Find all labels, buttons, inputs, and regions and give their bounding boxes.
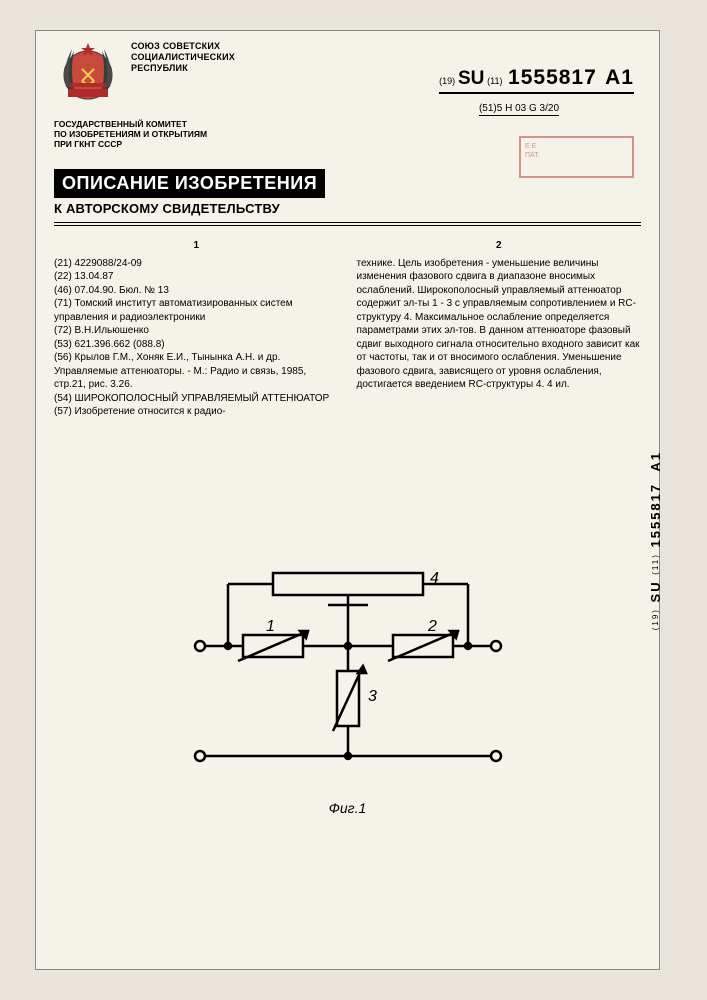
union-name: СОЮЗ СОВЕТСКИХ СОЦИАЛИСТИЧЕСКИХ РЕСПУБЛИ… <box>131 41 291 73</box>
field-22: (22) 13.04.87 <box>54 270 339 284</box>
figure-label: Фиг.1 <box>36 800 659 816</box>
committee-line: ПРИ ГКНТ СССР <box>54 139 234 149</box>
field-56: (56) Крылов Г.М., Хоняк Е.И., Тынынка А.… <box>54 351 339 392</box>
code-mid: (11) <box>487 76 502 86</box>
ipc-class: (51)5 H 03 G 3/20 <box>479 103 559 114</box>
union-line: СОЦИАЛИСТИЧЕСКИХ <box>131 52 291 63</box>
state-emblem <box>54 39 122 107</box>
node-label-3: 3 <box>368 688 377 705</box>
node-label-1: 1 <box>266 618 275 635</box>
node-label-2: 2 <box>427 618 437 635</box>
node-label-4: 4 <box>430 570 439 587</box>
column-left: 1 (21) 4229088/24-09 (22) 13.04.87 (46) … <box>54 239 339 419</box>
patent-number: (19) SU (11) 1555817 A1 <box>439 66 634 94</box>
stamp-text: Е Е ПАТ. <box>521 138 632 164</box>
subtitle: К АВТОРСКОМУ СВИДЕТЕЛЬСТВУ <box>54 201 641 216</box>
field-54: (54) ШИРОКОПОЛОСНЫЙ УПРАВЛЯЕМЫЙ АТТЕНЮАТ… <box>54 392 339 406</box>
col-number: 1 <box>54 239 339 253</box>
field-72: (72) В.Н.Ильюшенко <box>54 324 339 338</box>
field-46: (46) 07.04.90. Бюл. № 13 <box>54 284 339 298</box>
rule <box>54 225 641 226</box>
main-title: ОПИСАНИЕ ИЗОБРЕТЕНИЯ <box>54 169 325 198</box>
title-band: ОПИСАНИЕ ИЗОБРЕТЕНИЯ К АВТОРСКОМУ СВИДЕТ… <box>54 169 641 226</box>
field-21: (21) 4229088/24-09 <box>54 257 339 271</box>
side-patent-number: (19) SU (11) 1555817 A1 <box>648 451 663 630</box>
field-57: (57) Изобретение относится к радио- <box>54 405 339 419</box>
committee-name: ГОСУДАРСТВЕННЫЙ КОМИТЕТ ПО ИЗОБРЕТЕНИЯМ … <box>54 119 234 150</box>
circuit-diagram: 1 2 3 4 <box>178 561 518 796</box>
doc-suffix: A1 <box>605 66 634 89</box>
col-number: 2 <box>357 239 642 253</box>
committee-line: ГОСУДАРСТВЕННЫЙ КОМИТЕТ <box>54 119 234 129</box>
header-area: СОЮЗ СОВЕТСКИХ СОЦИАЛИСТИЧЕСКИХ РЕСПУБЛИ… <box>36 31 659 41</box>
column-right: 2 технике. Цель изобретения - уменьшение… <box>357 239 642 419</box>
text-columns: 1 (21) 4229088/24-09 (22) 13.04.87 (46) … <box>54 239 641 419</box>
country-code: SU <box>458 68 484 89</box>
code-prefix: (19) <box>439 76 455 86</box>
union-line: РЕСПУБЛИК <box>131 63 291 74</box>
rule <box>54 222 641 223</box>
ipc-code: H 03 G 3/20 <box>505 103 559 114</box>
committee-line: ПО ИЗОБРЕТЕНИЯМ И ОТКРЫТИЯМ <box>54 129 234 139</box>
figure-area: 1 2 3 4 Фиг.1 <box>36 561 659 816</box>
union-line: СОЮЗ СОВЕТСКИХ <box>131 41 291 52</box>
doc-number: 1555817 <box>508 66 597 89</box>
field-71: (71) Томский институт автоматизированных… <box>54 297 339 324</box>
abstract-text: технике. Цель изобретения - уменьшение в… <box>357 257 642 392</box>
field-53: (53) 621.396.662 (088.8) <box>54 338 339 352</box>
ipc-prefix: (51)5 <box>479 103 502 114</box>
